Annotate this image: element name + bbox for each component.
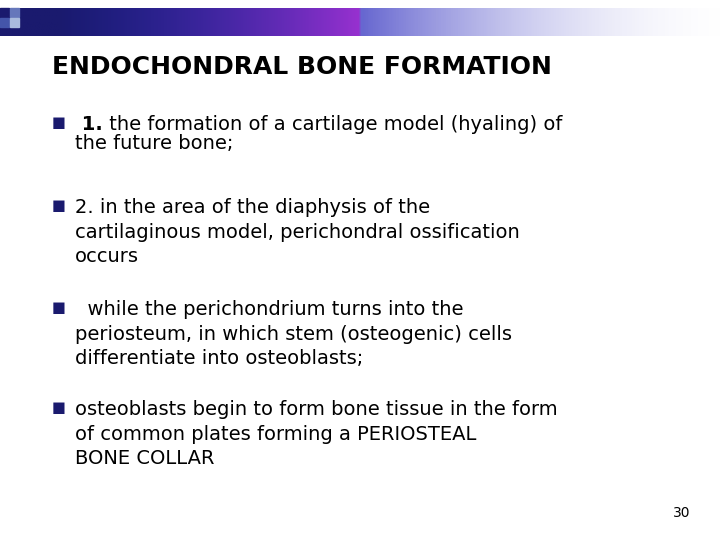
Bar <box>0 8 9 17</box>
Text: ■: ■ <box>52 115 66 130</box>
Text: 30: 30 <box>672 506 690 520</box>
Bar <box>0 18 9 27</box>
Bar <box>10 18 19 27</box>
Text: ENDOCHONDRAL BONE FORMATION: ENDOCHONDRAL BONE FORMATION <box>52 55 552 79</box>
Text: ■: ■ <box>52 300 66 315</box>
Text: osteoblasts begin to form bone tissue in the form
of common plates forming a PER: osteoblasts begin to form bone tissue in… <box>75 400 557 468</box>
Bar <box>10 8 19 17</box>
Text: ■: ■ <box>52 400 66 415</box>
Text: 2. in the area of the diaphysis of the
cartilaginous model, perichondral ossific: 2. in the area of the diaphysis of the c… <box>75 198 520 266</box>
Text: while the perichondrium turns into the
periosteum, in which stem (osteogenic) ce: while the perichondrium turns into the p… <box>75 300 512 368</box>
Text: the formation of a cartilage model (hyaling) of: the formation of a cartilage model (hyal… <box>103 115 562 134</box>
Text: 1.: 1. <box>75 115 103 134</box>
Text: ■: ■ <box>52 198 66 213</box>
Text: the future bone;: the future bone; <box>75 134 233 153</box>
